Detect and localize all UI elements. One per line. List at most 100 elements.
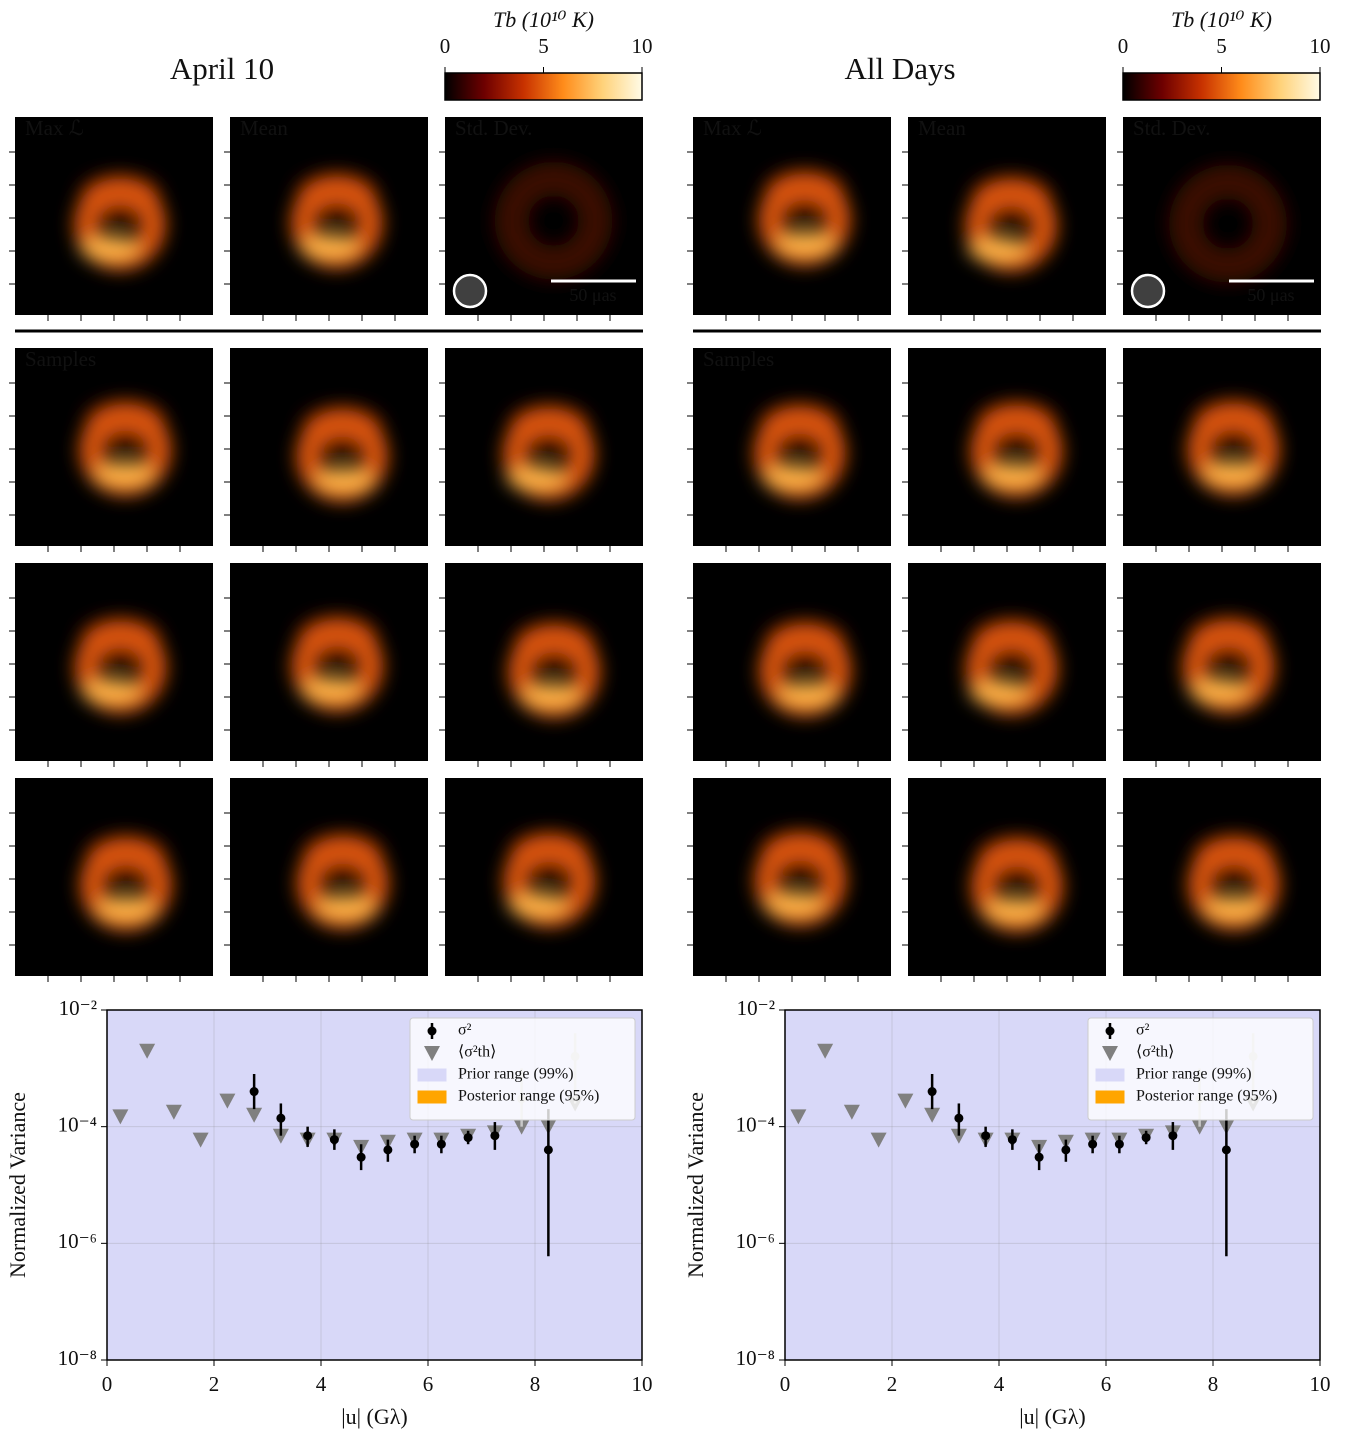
image-hotspot xyxy=(1189,678,1250,703)
x-tick-label: 2 xyxy=(887,1372,898,1396)
colorbar-label: Tb (10¹⁰ K) xyxy=(493,7,594,32)
image-hole xyxy=(794,653,817,676)
x-tick-label: 2 xyxy=(209,1372,220,1396)
colorbar-tick-label: 5 xyxy=(1216,34,1227,58)
triangle-marker xyxy=(246,1107,263,1123)
image-hole xyxy=(1000,208,1023,231)
image-hotspot xyxy=(314,468,375,492)
triangle-marker xyxy=(897,1093,914,1109)
triangle-marker xyxy=(192,1132,209,1148)
legend-label: Prior range (99%) xyxy=(458,1066,574,1083)
image-blob xyxy=(291,615,384,712)
x-axis-label: |u| (Gλ) xyxy=(341,1404,408,1429)
scale-bar-label: 50 μas xyxy=(569,285,616,305)
image-blob xyxy=(753,403,846,499)
point xyxy=(981,1131,991,1141)
colorbar-tick-label: 0 xyxy=(440,34,451,58)
point xyxy=(410,1139,420,1149)
point xyxy=(1114,1139,1124,1149)
image-panel xyxy=(15,778,213,976)
image-hole xyxy=(331,439,354,461)
image-hotspot xyxy=(777,682,838,707)
image-blob xyxy=(965,175,1058,272)
beam xyxy=(1130,273,1166,309)
image-blob xyxy=(759,620,852,717)
image-blob xyxy=(754,830,847,926)
x-tick-label: 4 xyxy=(316,1372,327,1396)
point xyxy=(249,1087,259,1097)
image-hotspot xyxy=(762,465,823,489)
legend-swatch xyxy=(1095,1090,1125,1104)
point xyxy=(927,1087,937,1097)
image-panel xyxy=(230,778,428,976)
point xyxy=(383,1145,393,1155)
x-tick-label: 0 xyxy=(780,1372,791,1396)
y-tick-label: 10⁻⁴ xyxy=(58,1112,97,1136)
image-hotspot xyxy=(506,466,567,491)
point xyxy=(303,1131,313,1141)
point xyxy=(329,1135,339,1145)
image-blob xyxy=(970,401,1063,498)
image-blob xyxy=(1188,834,1280,931)
column-title: April 10 xyxy=(170,51,274,86)
triangle-marker xyxy=(843,1104,860,1120)
point xyxy=(436,1139,446,1149)
image-hole xyxy=(331,866,354,888)
image-hole xyxy=(1217,649,1240,672)
image-ring xyxy=(494,161,613,280)
x-tick-label: 8 xyxy=(1208,1372,1219,1396)
colorbar-tick-label: 0 xyxy=(1118,34,1129,58)
image-blob xyxy=(494,161,613,280)
image-hole xyxy=(326,648,349,671)
image-blob xyxy=(80,834,172,931)
panel-label: Mean xyxy=(240,116,288,140)
triangle-marker xyxy=(950,1128,967,1144)
x-tick-label: 10 xyxy=(632,1372,653,1396)
point xyxy=(1088,1139,1098,1149)
image-blob xyxy=(296,406,389,502)
triangle-marker xyxy=(924,1107,941,1123)
point xyxy=(276,1113,286,1123)
point xyxy=(1168,1131,1178,1141)
image-hole xyxy=(109,650,132,673)
image-panel xyxy=(15,348,213,546)
image-blob xyxy=(502,404,595,501)
legend-swatch xyxy=(417,1090,447,1104)
image-hotspot xyxy=(521,683,582,708)
image-hotspot xyxy=(80,236,140,261)
image-blob xyxy=(1187,399,1280,496)
panel-label: Std. Dev. xyxy=(455,116,532,140)
triangle-marker xyxy=(513,1119,530,1135)
legend-label: ⟨σ²th⟩ xyxy=(1136,1044,1174,1061)
triangle-marker xyxy=(219,1093,236,1109)
image-blob xyxy=(74,617,167,714)
triangle-marker xyxy=(272,1128,289,1144)
image-hotspot xyxy=(764,892,825,916)
image-hotspot xyxy=(775,231,836,256)
image-blob xyxy=(503,831,596,928)
y-axis-label: Normalized Variance xyxy=(683,1092,708,1278)
triangle-marker xyxy=(112,1109,129,1125)
panel-label: Std. Dev. xyxy=(1133,116,1210,140)
legend-swatch xyxy=(424,1046,440,1061)
y-tick-label: 10⁻⁶ xyxy=(736,1229,775,1253)
image-blob xyxy=(1182,616,1275,713)
point xyxy=(1221,1145,1231,1155)
y-tick-label: 10⁻² xyxy=(737,996,775,1020)
image-hotspot xyxy=(81,679,142,704)
image-hole xyxy=(115,867,137,890)
image-hole xyxy=(1006,869,1029,891)
image-hotspot xyxy=(508,893,569,918)
point xyxy=(1007,1135,1017,1145)
triangle-marker xyxy=(790,1109,807,1125)
x-tick-label: 6 xyxy=(1101,1372,1112,1396)
image-hole xyxy=(325,205,348,228)
image-hole xyxy=(114,433,137,455)
legend-label: Prior range (99%) xyxy=(1136,1066,1252,1083)
beam xyxy=(452,273,488,309)
image-blob xyxy=(296,833,389,929)
legend-label: ⟨σ²th⟩ xyxy=(458,1044,496,1061)
image-blob xyxy=(1169,164,1287,283)
legend-box xyxy=(1087,1017,1314,1121)
colorbar-tick-label: 10 xyxy=(1310,34,1331,58)
